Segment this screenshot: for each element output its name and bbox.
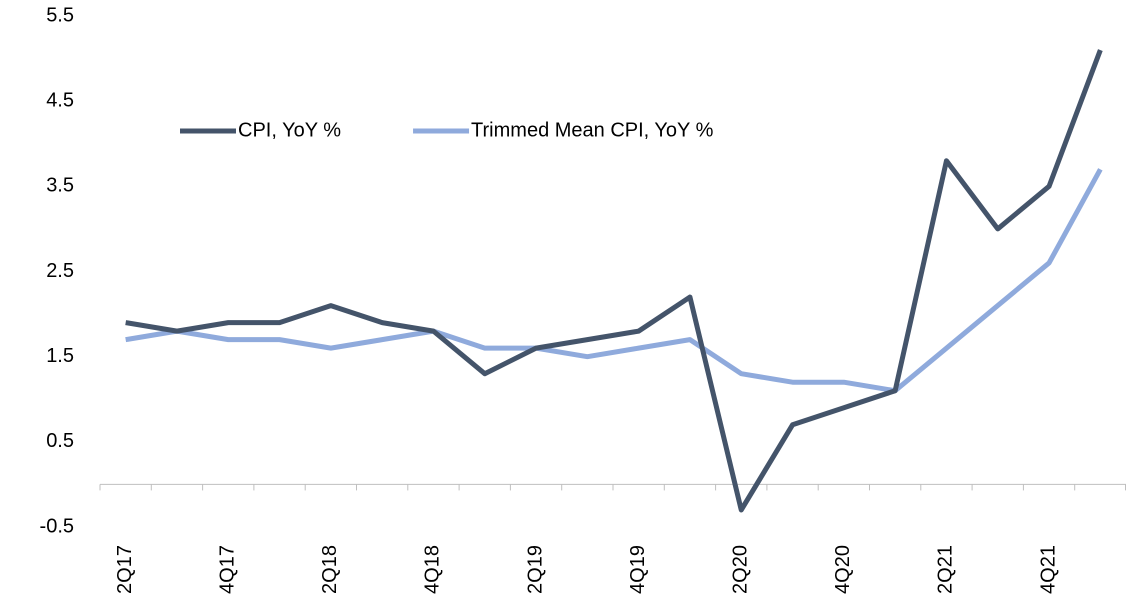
y-tick-label: 5.5 <box>46 4 74 26</box>
y-tick-label: 2.5 <box>46 260 74 282</box>
x-tick-label: 2Q20 <box>730 545 752 594</box>
x-tick-label: 4Q18 <box>422 545 444 594</box>
x-tick-label: 4Q21 <box>1037 545 1059 594</box>
x-tick-label: 2Q18 <box>319 545 341 594</box>
x-tick-label: 2Q19 <box>524 545 546 594</box>
y-tick-label: 4.5 <box>46 89 74 111</box>
x-tick-label: 4Q20 <box>832 545 854 594</box>
x-tick-label: 2Q17 <box>114 545 136 594</box>
series-line <box>125 168 1103 394</box>
legend-label: CPI, YoY % <box>238 119 341 141</box>
x-tick-label: 2Q21 <box>935 545 957 594</box>
y-tick-label: 3.5 <box>46 175 74 197</box>
y-tick-label: 1.5 <box>46 345 74 367</box>
x-tick-label: 4Q17 <box>217 545 239 594</box>
series-line <box>125 49 1103 513</box>
x-tick-label: 4Q19 <box>627 545 649 594</box>
y-tick-label: 0.5 <box>46 430 74 452</box>
legend-label: Trimmed Mean CPI, YoY % <box>471 119 714 141</box>
y-tick-label: -0.5 <box>40 515 74 537</box>
